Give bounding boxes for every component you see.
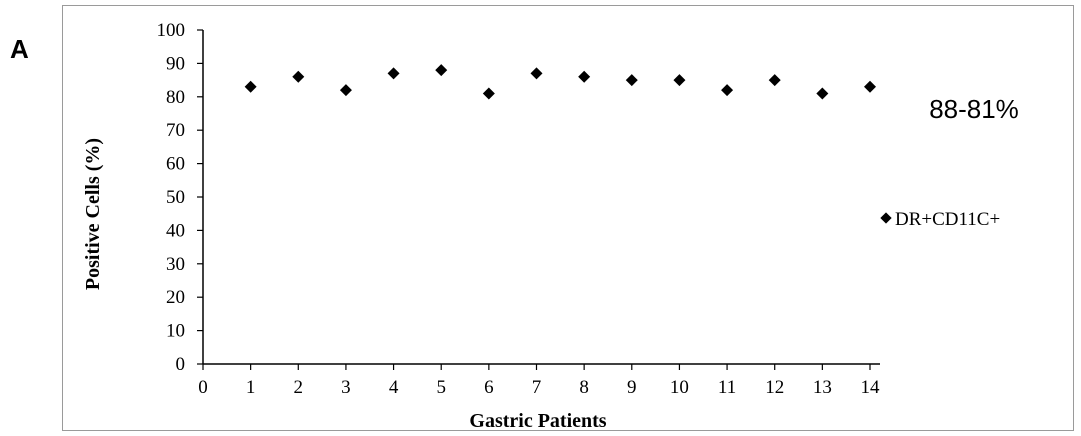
y-tick-label: 10 bbox=[166, 321, 185, 342]
data-point bbox=[768, 74, 781, 87]
data-point bbox=[578, 70, 591, 83]
data-point bbox=[816, 87, 829, 100]
y-tick-label: 40 bbox=[166, 220, 185, 241]
data-points bbox=[244, 64, 876, 100]
x-tick-label: 8 bbox=[579, 377, 589, 398]
y-tick-label: 60 bbox=[166, 154, 185, 175]
range-annotation: 88-81% bbox=[929, 94, 1019, 124]
data-point bbox=[482, 87, 495, 100]
x-tick-label: 4 bbox=[389, 377, 399, 398]
y-axis-ticks: 0 10 20 30 40 50 60 70 80 90 100 bbox=[157, 20, 203, 375]
panel-label: A bbox=[10, 34, 29, 64]
data-point bbox=[339, 84, 352, 97]
x-tick-label: 0 bbox=[198, 377, 208, 398]
data-point bbox=[530, 67, 543, 80]
y-tick-label: 100 bbox=[157, 20, 186, 41]
data-point bbox=[387, 67, 400, 80]
legend-marker bbox=[880, 212, 892, 224]
x-axis-label: Gastric Patients bbox=[469, 410, 606, 432]
x-tick-label: 10 bbox=[670, 377, 689, 398]
x-tick-label: 12 bbox=[765, 377, 784, 398]
y-tick-label: 30 bbox=[166, 254, 185, 275]
y-tick-label: 70 bbox=[166, 120, 185, 141]
x-tick-label: 14 bbox=[861, 377, 881, 398]
data-point bbox=[721, 84, 734, 97]
x-tick-label: 2 bbox=[294, 377, 304, 398]
x-tick-label: 6 bbox=[484, 377, 494, 398]
data-point bbox=[292, 70, 305, 83]
y-axis-label: Positive Cells (%) bbox=[82, 138, 104, 290]
data-point bbox=[244, 80, 257, 93]
y-tick-label: 0 bbox=[176, 354, 186, 375]
x-tick-label: 9 bbox=[627, 377, 637, 398]
data-point bbox=[673, 74, 686, 87]
y-tick-label: 50 bbox=[166, 187, 185, 208]
x-tick-label: 11 bbox=[718, 377, 736, 398]
y-tick-label: 80 bbox=[166, 87, 185, 108]
data-point bbox=[435, 64, 448, 77]
y-tick-label: 90 bbox=[166, 53, 185, 74]
x-tick-label: 7 bbox=[532, 377, 542, 398]
legend-entry: DR+CD11C+ bbox=[895, 209, 1000, 230]
chart-frame bbox=[62, 5, 1074, 431]
data-point bbox=[864, 80, 876, 93]
data-point bbox=[625, 74, 638, 87]
x-tick-label: 5 bbox=[436, 377, 446, 398]
x-tick-label: 1 bbox=[246, 377, 256, 398]
legend: DR+CD11C+ bbox=[880, 209, 1000, 230]
x-axis-ticks: 0 1 2 3 4 5 6 7 8 9 10 11 12 13 14 bbox=[198, 364, 880, 398]
y-tick-label: 20 bbox=[166, 287, 185, 308]
x-tick-label: 13 bbox=[813, 377, 832, 398]
x-tick-label: 3 bbox=[341, 377, 351, 398]
